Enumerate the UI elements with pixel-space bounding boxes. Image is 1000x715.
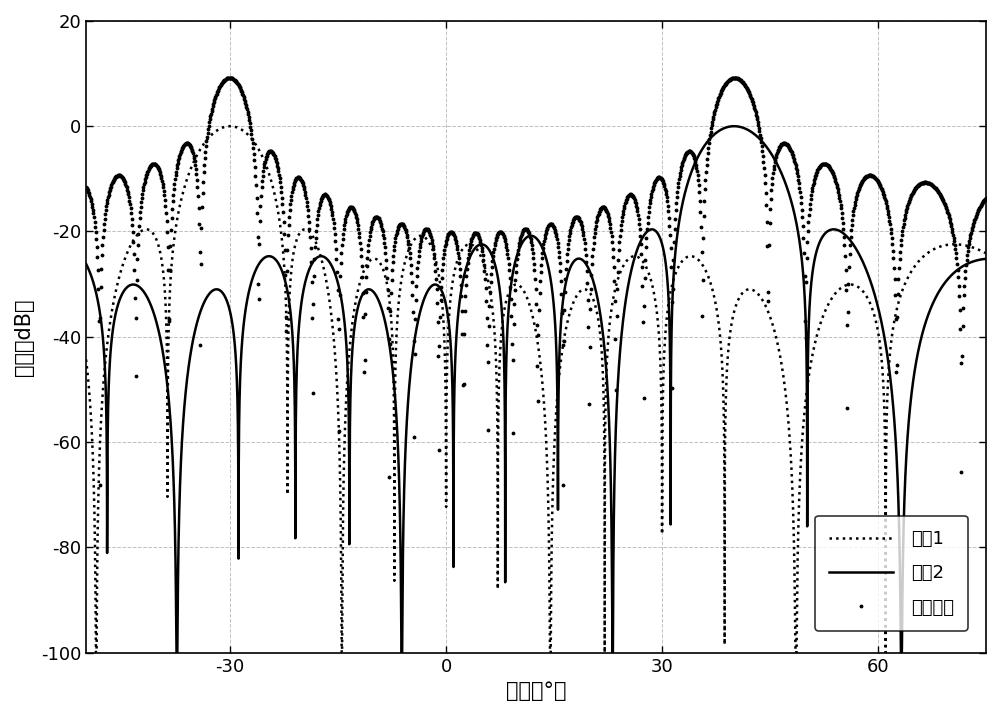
波形2 (980, 255, 992, 263)
合成波形 (701, 154, 713, 163)
Line: 波形2: 波形2 (86, 126, 986, 653)
合成波形 (98, 226, 110, 235)
合成波形 (541, 223, 553, 232)
合成波形 (80, 182, 92, 191)
波形1 (224, 122, 236, 130)
波形1 (980, 249, 992, 257)
波形2 (748, 129, 760, 138)
合成波形 (488, 245, 500, 253)
波形2 (796, 253, 808, 262)
波形2 (80, 260, 92, 268)
波形2 (728, 122, 740, 130)
Line: 合成波形: 合成波形 (84, 75, 988, 487)
合成波形 (980, 194, 992, 202)
Legend: 波形1, 波形2, 合成波形: 波形1, 波形2, 合成波形 (815, 516, 968, 631)
波形1 (90, 649, 102, 657)
波形2 (125, 280, 137, 289)
波形1 (80, 355, 92, 364)
合成波形 (242, 110, 254, 119)
合成波形 (224, 74, 236, 82)
波形1 (406, 238, 418, 247)
合成波形 (94, 480, 106, 489)
波形2 (613, 365, 625, 373)
波形2 (170, 649, 182, 657)
波形2 (406, 354, 418, 363)
X-axis label: 角度（°）: 角度（°） (506, 681, 566, 701)
波形1 (613, 272, 625, 280)
波形1 (748, 286, 760, 295)
波形1 (125, 240, 137, 248)
波形1 (652, 320, 664, 329)
Y-axis label: 增益（dB）: 增益（dB） (14, 298, 34, 375)
Line: 波形1: 波形1 (86, 126, 986, 653)
波形1 (796, 445, 808, 453)
波形2 (652, 230, 664, 238)
合成波形 (923, 179, 935, 187)
